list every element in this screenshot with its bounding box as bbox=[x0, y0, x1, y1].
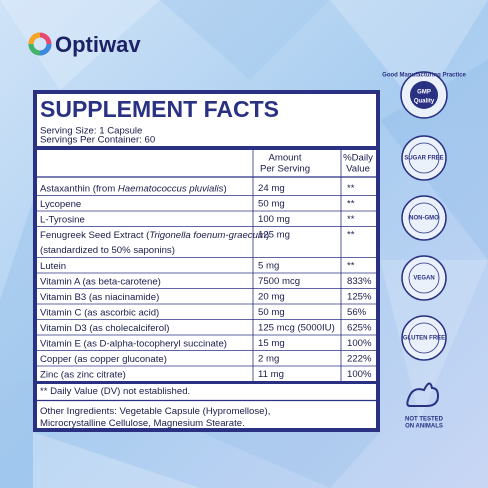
name-part: Zinc (as zinc citrate) bbox=[40, 369, 126, 380]
ingredient-name: Vitamin A (as beta-carotene) bbox=[40, 276, 161, 287]
amount: 125 mcg (5000IU) bbox=[258, 322, 335, 333]
not-tested-label: ON ANIMALS bbox=[405, 424, 443, 430]
name-part: Vitamin D3 (as cholecalciferol) bbox=[40, 322, 169, 333]
daily-value: ** bbox=[347, 198, 355, 209]
non-gmo-label: NON-GMO bbox=[409, 216, 439, 222]
name-part: Haematococcus pluvialis bbox=[118, 183, 224, 194]
brand: Optiwav bbox=[55, 32, 141, 57]
ingredient-name: Vitamin E (as D-alpha-tocopheryl succina… bbox=[40, 338, 227, 349]
amount: 50 mg bbox=[258, 307, 285, 318]
not-tested-badge: NOT TESTED ON ANIMALS bbox=[405, 382, 444, 430]
name-part: Lutein bbox=[40, 260, 66, 271]
ingredient-name: Lutein bbox=[40, 260, 66, 271]
name-part: ) bbox=[223, 183, 226, 194]
header-dv: %Daily bbox=[343, 153, 373, 164]
ingredient-name: Copper (as copper gluconate) bbox=[40, 353, 167, 364]
name-part: Vitamin E (as D-alpha-tocopheryl succina… bbox=[40, 338, 227, 349]
ingredient-name: Zinc (as zinc citrate) bbox=[40, 369, 126, 380]
daily-value: 100% bbox=[347, 369, 372, 380]
other-ingredients: Other Ingredients: Vegetable Capsule (Hy… bbox=[40, 406, 270, 417]
serving-size: Serving Size: 1 Capsule bbox=[40, 126, 142, 137]
daily-value: 833% bbox=[347, 276, 372, 287]
header-amount: Amount bbox=[268, 153, 301, 164]
amount: 24 mg bbox=[258, 183, 285, 194]
name-part: Astaxanthin (from bbox=[40, 183, 118, 194]
servings: Servings Per Container: 60 bbox=[40, 135, 155, 146]
amount: 50 mg bbox=[258, 198, 285, 209]
daily-value: ** bbox=[347, 214, 355, 225]
name-part: Vitamin A (as beta-carotene) bbox=[40, 276, 161, 287]
other-ingredients: Microcrystalline Cellulose, Magnesium St… bbox=[40, 418, 245, 429]
name-part: Trigonella foenum-graecum bbox=[149, 229, 266, 240]
header-amount: Per Serving bbox=[260, 164, 310, 175]
badges: Good Manufacturing Practice GMP Quality … bbox=[382, 71, 466, 430]
vegan-label: VEGAN bbox=[413, 276, 434, 282]
name-part: ) bbox=[266, 229, 269, 240]
ingredient-name: Astaxanthin (from Haematococcus pluviali… bbox=[40, 183, 227, 194]
amount: 11 mg bbox=[258, 369, 284, 380]
name-part: L-Tyrosine bbox=[40, 214, 85, 225]
daily-value: 222% bbox=[347, 353, 372, 364]
name-part: Vitamin B3 (as niacinamide) bbox=[40, 291, 159, 302]
name-part: Vitamin C (as ascorbic acid) bbox=[40, 307, 159, 318]
amount: 20 mg bbox=[258, 291, 285, 302]
panel-title: SUPPLEMENT FACTS bbox=[40, 96, 279, 122]
sugar-free-label: SUGAR FREE bbox=[404, 156, 443, 162]
vegan-badge: VEGAN bbox=[401, 255, 447, 301]
header-dv: Value bbox=[346, 164, 370, 175]
daily-value: ** bbox=[347, 229, 355, 240]
amount: 100 mg bbox=[258, 214, 290, 225]
ingredient-name: Vitamin D3 (as cholecalciferol) bbox=[40, 322, 169, 333]
amount: 2 mg bbox=[258, 353, 279, 364]
ingredient-name: L-Tyrosine bbox=[40, 214, 85, 225]
facts-table: SUPPLEMENT FACTS Serving Size: 1 Capsule… bbox=[37, 96, 376, 429]
daily-value: ** bbox=[347, 260, 355, 271]
not-tested-label: NOT TESTED bbox=[405, 417, 444, 423]
amount: 5 mg bbox=[258, 260, 279, 271]
amount: 7500 mcg bbox=[258, 276, 300, 287]
daily-value: ** bbox=[347, 183, 355, 194]
ingredient-name: Vitamin B3 (as niacinamide) bbox=[40, 291, 159, 302]
daily-value: 625% bbox=[347, 322, 372, 333]
gmp-badge: Good Manufacturing Practice GMP Quality bbox=[382, 71, 466, 119]
daily-value: 125% bbox=[347, 291, 372, 302]
amount: 15 mg bbox=[258, 338, 285, 349]
name-part: Lycopene bbox=[40, 198, 81, 209]
ingredient-name: Lycopene bbox=[40, 198, 81, 209]
gluten-free-badge: GLUTEN FREE bbox=[401, 315, 447, 361]
daily-value: 56% bbox=[347, 307, 367, 318]
gluten-free-label: GLUTEN FREE bbox=[403, 336, 445, 342]
sugar-free-badge: SUGAR FREE bbox=[401, 135, 447, 181]
logo: Optiwav bbox=[28, 32, 141, 57]
ingredient-name: Fenugreek Seed Extract (Trigonella foenu… bbox=[40, 229, 269, 240]
daily-value: 100% bbox=[347, 338, 372, 349]
amount: 125 mg bbox=[258, 229, 290, 240]
name-part: Fenugreek Seed Extract ( bbox=[40, 229, 150, 240]
footnote: ** Daily Value (DV) not established. bbox=[40, 386, 190, 397]
ingredient-name: Vitamin C (as ascorbic acid) bbox=[40, 307, 159, 318]
non-gmo-badge: NON-GMO bbox=[401, 195, 447, 241]
gmp-label: GMP bbox=[417, 90, 431, 96]
gmp-quality: Quality bbox=[414, 99, 435, 105]
gmp-ring: Good Manufacturing Practice bbox=[382, 73, 466, 79]
ingredient-note: (standardized to 50% saponins) bbox=[40, 245, 175, 256]
name-part: Copper (as copper gluconate) bbox=[40, 353, 167, 364]
